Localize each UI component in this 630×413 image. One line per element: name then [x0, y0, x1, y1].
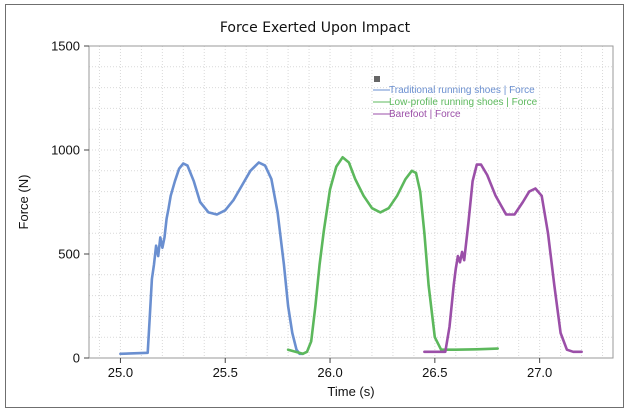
y-axis-title: Force (N): [16, 175, 31, 230]
x-tick-label: 25.0: [108, 365, 133, 380]
legend-label-1: Traditional running shoes | Force: [389, 85, 535, 96]
legend-label-3: Barefoot | Force: [389, 109, 461, 120]
plot-area: [88, 45, 614, 359]
x-tick-label: 26.5: [422, 365, 447, 380]
legend-toggle-icon: [374, 76, 380, 82]
series-line-2: [286, 156, 500, 356]
axes: 25.0 25.5 26.0 26.5 27.0 0 500 1000 1500: [51, 39, 552, 381]
series-lines: [119, 156, 583, 356]
chart-title: Force Exerted Upon Impact: [219, 20, 411, 36]
grid: [89, 46, 613, 358]
series-line-1: [119, 161, 305, 356]
y-tick-label: 1500: [51, 39, 80, 54]
legend-label-2: Low-profile running shoes | Force: [389, 97, 538, 108]
series-line-3: [423, 163, 583, 354]
x-tick-label: 25.5: [213, 365, 238, 380]
y-tick-label: 500: [58, 247, 80, 262]
x-tick-label: 27.0: [527, 365, 552, 380]
x-axis-title: Time (s): [327, 384, 374, 399]
x-tick-label: 26.0: [317, 365, 342, 380]
y-tick-label: 0: [73, 351, 80, 366]
y-tick-label: 1000: [51, 143, 80, 158]
legend: Traditional running shoes | ForceLow-pro…: [373, 76, 538, 120]
